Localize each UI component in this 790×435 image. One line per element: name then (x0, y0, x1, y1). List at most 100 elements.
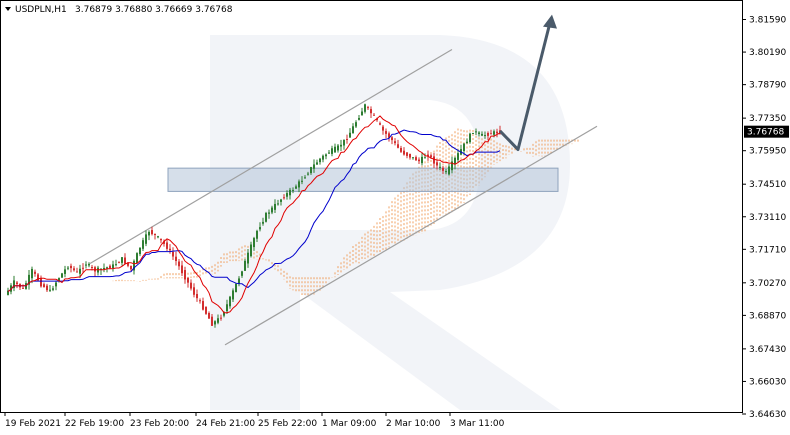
time-axis[interactable]: 19 Feb 2021 22 Feb 19:00 23 Feb 20:00 24 Fe… (4, 412, 505, 429)
candle-body (469, 133, 471, 143)
y-tick-label: 3.64630 (749, 410, 786, 420)
candle-body (205, 306, 207, 314)
candle-body (67, 267, 69, 269)
candle-body (151, 230, 153, 235)
candle-body (37, 274, 39, 281)
candle-body (484, 135, 486, 137)
candle-body (178, 261, 180, 267)
candle-body (88, 263, 90, 266)
candle-body (217, 318, 219, 323)
candle-body (58, 278, 60, 282)
candle-body (403, 150, 405, 155)
candle-body (46, 285, 48, 291)
candle-body (277, 203, 279, 205)
candle-body (478, 132, 480, 135)
candle-body (193, 287, 195, 295)
candle-body (331, 148, 333, 154)
candle-body (229, 296, 231, 307)
candle-body (265, 212, 267, 222)
candle-body (127, 262, 129, 266)
candle-body (106, 267, 108, 269)
kijun-sen-line (7, 129, 501, 292)
candle-body (64, 269, 66, 274)
candle-body (307, 173, 309, 175)
candle-body (55, 282, 57, 287)
y-tick-label: 3.74510 (749, 180, 786, 190)
candle-body (109, 265, 111, 269)
candle-body (487, 132, 489, 136)
candle-body (211, 316, 213, 326)
x-tick-label: 22 Feb 19:00 (65, 419, 124, 429)
dropdown-triangle-icon[interactable] (5, 7, 11, 11)
candle-body (388, 133, 390, 138)
candle-body (169, 248, 171, 251)
candle-body (397, 144, 399, 148)
candle-body (340, 144, 342, 147)
candle-body (430, 155, 432, 157)
x-tick-label: 24 Feb 21:00 (196, 419, 255, 429)
candle-body (256, 230, 258, 239)
candle-body (436, 162, 438, 166)
candle-body (493, 131, 495, 135)
candle-body (334, 146, 336, 153)
candle-body (364, 104, 366, 112)
candle-body (103, 267, 105, 270)
candle-body (442, 167, 444, 171)
chart-header: USDPLN,H1 3.76879 3.76880 3.76669 3.7676… (5, 5, 233, 15)
candle-body (448, 166, 450, 175)
candle-body (223, 312, 225, 316)
candle-body (466, 141, 468, 144)
candle-body (310, 167, 312, 174)
price-axis[interactable]: 3.81590 3.80190 3.78790 3.77350 3.75950 3.745… (742, 16, 789, 420)
candle-body (124, 257, 126, 264)
candle-body (490, 133, 492, 135)
candle-body (157, 236, 159, 238)
candle-body (271, 207, 273, 213)
candle-body (481, 133, 483, 136)
candle-body (244, 260, 246, 271)
candle-body (250, 244, 252, 257)
candle-body (235, 283, 237, 293)
candle-body (139, 247, 141, 255)
candle-body (154, 233, 156, 236)
candle-body (382, 126, 384, 131)
channel-upper-line (89, 49, 453, 265)
candle-body (166, 242, 168, 249)
candle-body (202, 301, 204, 310)
candle-body (43, 284, 45, 287)
candle-body (370, 109, 372, 114)
candle-body (439, 166, 441, 168)
candle-body (349, 132, 351, 138)
y-tick-label: 3.80190 (749, 48, 786, 58)
candle-body (76, 271, 78, 273)
candle-body (148, 231, 150, 236)
candle-body (322, 155, 324, 160)
candle-body (220, 317, 222, 319)
candle-body (358, 118, 360, 120)
ohlc-values: 3.76879 3.76880 3.76669 3.76768 (75, 5, 233, 15)
candle-body (238, 278, 240, 284)
candle-body (172, 251, 174, 257)
candle-body (313, 164, 315, 169)
candle-body (292, 190, 294, 192)
candle-body (325, 154, 327, 157)
current-price-label: 3.76768 (747, 128, 784, 138)
current-price-badge (744, 125, 789, 138)
candle-body (133, 260, 135, 271)
tenkan-sen-line (7, 115, 501, 314)
candle-body (121, 257, 123, 263)
candle-body (451, 161, 453, 171)
candle-body (409, 153, 411, 158)
candle-body (85, 264, 87, 266)
candle-body (412, 157, 414, 159)
candle-body (226, 304, 228, 312)
forecast-arrow-path (498, 22, 552, 152)
candle-body (13, 280, 15, 289)
candle-body (433, 156, 435, 164)
candle-body (475, 131, 477, 133)
candle-body (301, 180, 303, 182)
candle-body (319, 158, 321, 163)
candlesticks (7, 103, 501, 328)
candle-body (415, 157, 417, 161)
